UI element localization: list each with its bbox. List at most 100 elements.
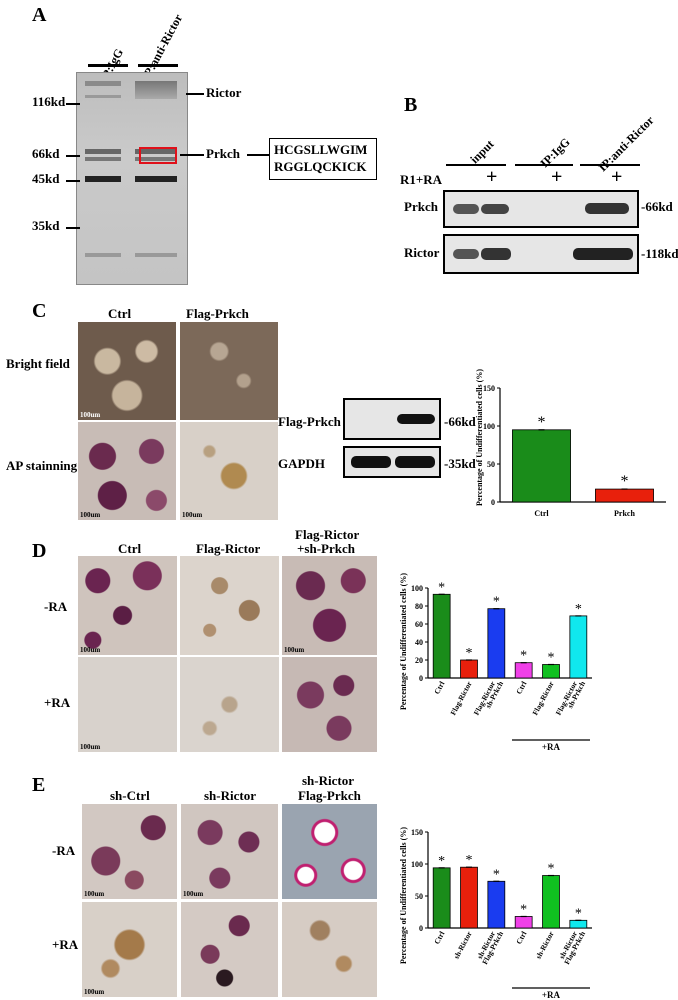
e-micrograph-flag-prkch-minus-ra bbox=[282, 804, 377, 899]
c-blot-row-gapdh: GAPDH bbox=[278, 456, 325, 471]
e-col-flag-prkch: Flag-Prkch bbox=[298, 788, 361, 803]
blot-flag-prkch bbox=[343, 398, 441, 440]
y-tick-label: 60 bbox=[415, 620, 423, 629]
x-tick-label: Ctrl bbox=[432, 930, 446, 946]
c-micrograph-ctrl-ap: 100um bbox=[78, 422, 176, 520]
y-tick-label: 50 bbox=[415, 892, 423, 901]
e-micrograph-flag-prkch-plus-ra bbox=[282, 902, 377, 997]
x-tick-label: Prkch bbox=[614, 509, 635, 518]
group-label: +RA bbox=[542, 742, 561, 752]
group-label: +RA bbox=[542, 990, 561, 1000]
significance-star: * bbox=[438, 580, 445, 595]
scale-bar-label: 100um bbox=[84, 988, 105, 996]
x-tick-label: sh-Rictor bbox=[452, 929, 474, 960]
bar bbox=[514, 662, 533, 679]
significance-star: * bbox=[575, 906, 582, 921]
highlight-box bbox=[139, 147, 177, 164]
b-size-118kd: -118kd bbox=[641, 246, 678, 261]
y-tick-label: 150 bbox=[411, 828, 423, 837]
e-micrograph-sh-ctrl-minus-ra: 100um bbox=[82, 804, 177, 899]
c-micrograph-ctrl-bright: 100um bbox=[78, 322, 176, 420]
bar bbox=[512, 429, 571, 503]
y-tick-label: 150 bbox=[483, 384, 495, 393]
y-tick-label: 100 bbox=[483, 422, 495, 431]
lane-bar-2 bbox=[138, 64, 178, 67]
e-col-sh-ctrl: sh-Ctrl bbox=[110, 788, 150, 803]
bar bbox=[460, 659, 478, 679]
d-micrograph-sh-prkch-minus-ra: 100um bbox=[282, 556, 377, 655]
blot-rictor bbox=[443, 234, 639, 274]
scale-bar-label: 100um bbox=[80, 743, 101, 751]
e-micrograph-sh-ctrl-plus-ra: 100um bbox=[82, 902, 177, 997]
e-col-sh-rictor-2: sh-Rictor bbox=[302, 773, 354, 788]
significance-star: * bbox=[520, 902, 527, 917]
bar bbox=[460, 866, 478, 929]
x-tick-label: Flag-Rictor bbox=[448, 679, 474, 717]
scale-bar-label: 100um bbox=[80, 646, 101, 654]
d-col-flag-rictor-2: Flag-Rictor bbox=[295, 527, 360, 542]
plus-2: + bbox=[551, 166, 563, 188]
significance-star: * bbox=[575, 602, 582, 617]
significance-star: * bbox=[493, 867, 500, 882]
x-tick-label: Flag-Rictor bbox=[530, 679, 556, 717]
panel-letter-d: D bbox=[32, 540, 47, 562]
y-tick-label: 80 bbox=[415, 602, 423, 611]
bar bbox=[569, 919, 588, 929]
bar bbox=[514, 916, 533, 929]
panel-letter-b: B bbox=[404, 94, 418, 116]
scale-bar-label: 100um bbox=[284, 646, 305, 654]
x-tick-label: Ctrl bbox=[514, 680, 528, 696]
chart-d-ylabel: Percentage of Undifferentiated cells (%) bbox=[399, 573, 408, 710]
d-micrograph-flag-rictor-minus-ra bbox=[180, 556, 279, 655]
e-row-plus-ra: +RA bbox=[52, 937, 79, 952]
scale-bar-label: 100um bbox=[182, 511, 203, 519]
y-tick-label: 100 bbox=[411, 860, 423, 869]
y-tick-label: 0 bbox=[491, 498, 495, 507]
e-micrograph-sh-rictor-minus-ra: 100um bbox=[181, 804, 278, 899]
c-micrograph-prkch-ap: 100um bbox=[180, 422, 278, 520]
band-label-rictor: Rictor bbox=[206, 85, 242, 100]
bar bbox=[569, 615, 588, 679]
panel-letter-c: C bbox=[32, 300, 47, 322]
c-size-35kd: -35kd bbox=[444, 456, 476, 471]
d-row-plus-ra: +RA bbox=[44, 695, 71, 710]
mw-66kd: 66kd bbox=[32, 146, 60, 161]
blot-gapdh bbox=[343, 446, 441, 478]
d-col-flag-rictor: Flag-Rictor bbox=[196, 541, 261, 556]
bar bbox=[487, 880, 506, 929]
d-col-ctrl: Ctrl bbox=[118, 541, 142, 556]
b-row-rictor: Rictor bbox=[404, 245, 440, 260]
significance-star: * bbox=[548, 862, 555, 877]
d-micrograph-ctrl-plus-ra: 100um bbox=[78, 657, 177, 752]
significance-star: * bbox=[438, 854, 445, 869]
e-micrograph-sh-rictor-plus-ra bbox=[181, 902, 278, 997]
mw-35kd: 35kd bbox=[32, 218, 60, 233]
scale-bar-label: 100um bbox=[183, 890, 204, 898]
scale-bar-label: 100um bbox=[84, 890, 105, 898]
x-tick-label: Ctrl bbox=[514, 930, 528, 946]
d-row-minus-ra: -RA bbox=[44, 599, 68, 614]
significance-star: * bbox=[493, 595, 500, 610]
d-micrograph-sh-prkch-plus-ra bbox=[282, 657, 377, 752]
d-micrograph-flag-rictor-plus-ra bbox=[180, 657, 279, 752]
d-col-sh-prkch: +sh-Prkch bbox=[297, 541, 355, 556]
chart-d: Percentage of Undifferentiated cells (%)… bbox=[399, 573, 592, 752]
bar bbox=[432, 867, 451, 929]
plus-3: + bbox=[611, 166, 623, 188]
c-micrograph-prkch-bright bbox=[180, 322, 278, 420]
d-micrograph-ctrl-minus-ra: 100um bbox=[78, 556, 177, 655]
y-tick-label: 50 bbox=[487, 460, 495, 469]
bar bbox=[542, 664, 560, 679]
chart-e-ylabel: Percentage of Undifferentiated cells (%) bbox=[399, 827, 408, 964]
y-tick-label: 0 bbox=[419, 674, 423, 683]
band-label-prkch: Prkch bbox=[206, 146, 240, 161]
bar bbox=[487, 608, 506, 679]
peptide-line-1: HCGSLLWGIM bbox=[274, 142, 368, 157]
bar bbox=[432, 593, 451, 679]
gel-image bbox=[76, 72, 188, 285]
significance-star: * bbox=[538, 414, 546, 431]
chart-c: Percentage of Undifferentiated cells (%)… bbox=[475, 369, 666, 518]
c-row-bright-field: Bright field bbox=[6, 356, 70, 371]
b-header-input: input bbox=[467, 137, 497, 167]
significance-star: * bbox=[621, 473, 629, 490]
